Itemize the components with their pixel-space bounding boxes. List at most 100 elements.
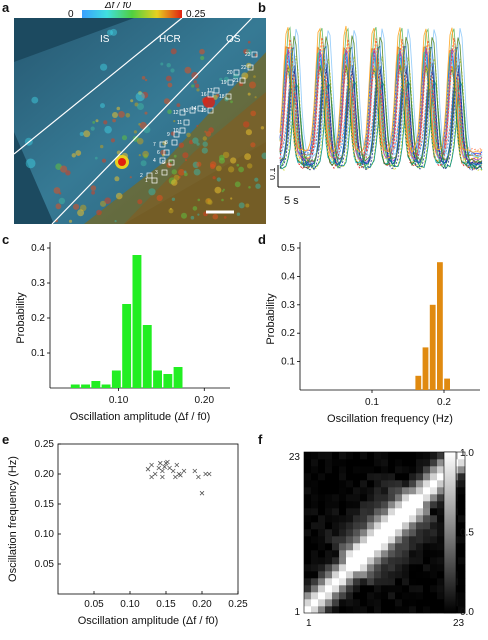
heatmap-cell	[430, 508, 438, 516]
y-tick-label: 0.4	[281, 271, 295, 282]
histogram-bar	[122, 304, 132, 388]
speckle	[171, 197, 176, 201]
heatmap-cell	[437, 529, 445, 537]
heatmap-cell	[353, 536, 361, 544]
heatmap-cell	[304, 592, 312, 600]
heatmap-cell	[304, 578, 312, 586]
speckle	[173, 120, 176, 123]
heatmap-cell	[437, 466, 445, 474]
heatmap-cell	[353, 466, 361, 474]
heatmap-cell	[409, 508, 417, 516]
heatmap-cell	[367, 599, 375, 607]
heatmap-cell	[304, 501, 312, 509]
heatmap-cell	[416, 606, 424, 614]
heatmap-cell	[402, 487, 410, 495]
heatmap-cell	[374, 578, 382, 586]
heatmap-cell	[423, 480, 431, 488]
heatmap-cell	[395, 466, 403, 474]
heatmap-cell	[423, 578, 431, 586]
heatmap-cell	[332, 508, 340, 516]
colorbar-max: 0.25	[186, 9, 206, 20]
heatmap-cell	[360, 494, 368, 502]
heatmap-cell	[353, 585, 361, 593]
speckle	[191, 84, 195, 88]
heatmap-cell	[339, 536, 347, 544]
histogram-bar	[153, 370, 162, 388]
heatmap-cell	[304, 571, 312, 579]
speckle	[243, 121, 250, 128]
heatmap-cell	[395, 487, 403, 495]
heatmap-cell	[395, 536, 403, 544]
heatmap-cell	[325, 459, 333, 467]
heatmap-cell	[325, 529, 333, 537]
heatmap-cell	[458, 557, 466, 565]
heatmap-cell	[367, 473, 375, 481]
heatmap-cell	[332, 571, 340, 579]
heatmap-cell	[437, 494, 445, 502]
speckle	[202, 141, 208, 147]
heatmap-cell	[437, 522, 445, 530]
histogram-bar	[437, 262, 443, 390]
heatmap-cell	[388, 487, 396, 495]
heatmap-cell	[416, 494, 424, 502]
scatter-point	[203, 471, 208, 477]
heatmap-cell	[332, 487, 340, 495]
scatter-point	[149, 462, 154, 468]
heatmap-cell	[367, 543, 375, 551]
speckle	[96, 209, 102, 216]
heatmap-cell	[430, 480, 438, 488]
heatmap-cell	[332, 592, 340, 600]
heatmap-cell	[311, 466, 319, 474]
heatmap-cell	[346, 592, 354, 600]
y-axis-max: 23	[289, 452, 301, 463]
heatmap-cell	[437, 585, 445, 593]
heatmap-cell	[416, 466, 424, 474]
speckle	[228, 166, 235, 173]
heatmap-cell	[430, 578, 438, 586]
scatter-point	[149, 474, 154, 480]
heatmap-cell	[311, 550, 319, 558]
heatmap-cell	[402, 578, 410, 586]
speckle	[141, 76, 146, 80]
heatmap-cell	[458, 529, 466, 537]
heatmap-cell	[346, 494, 354, 502]
heatmap-cell	[360, 550, 368, 558]
heatmap-cell	[374, 550, 382, 558]
heatmap-cell	[395, 459, 403, 467]
heatmap-cell	[304, 466, 312, 474]
heatmap-cell	[346, 466, 354, 474]
heatmap-cell	[409, 501, 417, 509]
heatmap-cell	[409, 536, 417, 544]
roi-box	[159, 157, 166, 164]
histogram-bar	[422, 347, 429, 390]
heatmap-cell	[395, 522, 403, 530]
heatmap-cell	[395, 557, 403, 565]
heatmap-cell	[409, 452, 417, 460]
speckle	[199, 48, 205, 55]
heatmap-cell	[381, 585, 389, 593]
colorbar-tick-label: 0.0	[460, 607, 474, 618]
panel-d-chart: 0.1 0.2 0.3 0.4 0.5 0.1 0.2 Probability Oscillat…	[252, 236, 488, 426]
roi-box	[233, 69, 240, 76]
roi-label: 9	[167, 132, 170, 138]
heatmap-cell	[409, 571, 417, 579]
histogram-bar	[429, 304, 436, 390]
heatmap-cell	[402, 536, 410, 544]
histogram-bar	[444, 378, 450, 390]
heatmap-cell	[402, 459, 410, 467]
heatmap-cell	[388, 473, 396, 481]
x-tick-label: 0.15	[156, 599, 176, 610]
histogram-bar	[142, 325, 152, 388]
roi-box	[159, 141, 166, 148]
heatmap-cell	[430, 522, 438, 530]
heatmap-cell	[318, 522, 326, 530]
heatmap-cell	[360, 473, 368, 481]
speckle	[236, 163, 240, 167]
heatmap-cell	[381, 487, 389, 495]
heatmap-cell	[395, 501, 403, 509]
speckle	[221, 198, 224, 202]
heatmap-cell	[332, 550, 340, 558]
heatmap-cell	[346, 599, 354, 607]
heatmap-cell	[360, 501, 368, 509]
heatmap-cell	[437, 571, 445, 579]
